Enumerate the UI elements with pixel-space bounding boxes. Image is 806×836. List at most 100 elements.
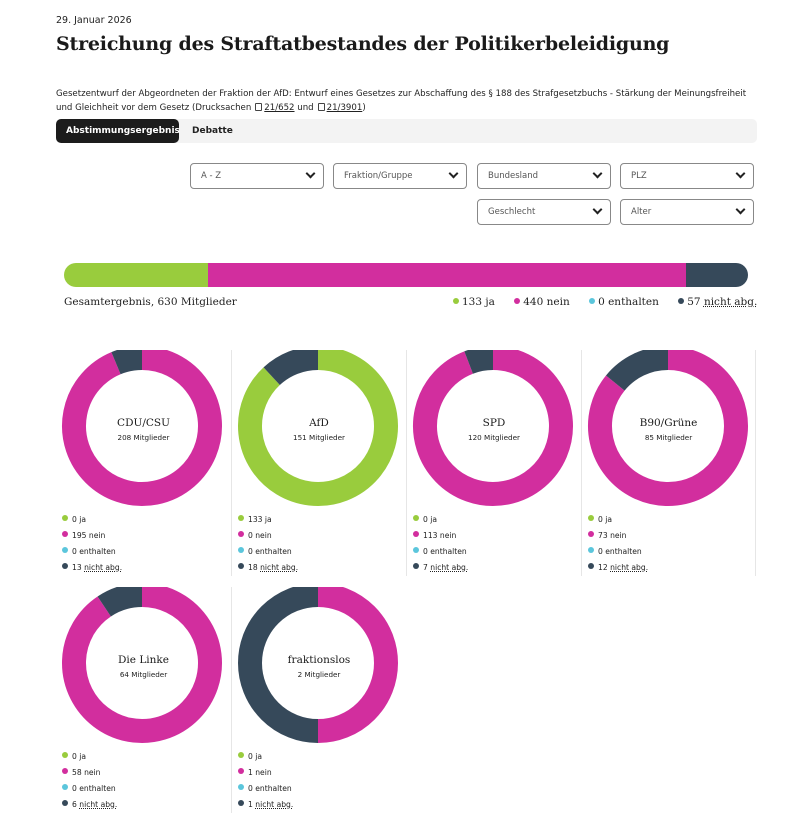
donut-segment-nicht-abg[interactable] xyxy=(605,350,669,392)
vote-date: 29. Januar 2026 xyxy=(56,15,132,26)
description-text: Gesetzentwurf der Abgeordneten der Frakt… xyxy=(56,89,747,113)
dot-enthalten xyxy=(588,547,594,553)
dot-nein xyxy=(238,531,244,537)
chevron-down-icon xyxy=(592,168,603,179)
dot-ja xyxy=(588,515,594,521)
legend-nicht-abg-num: 13 xyxy=(72,563,82,572)
fraktion-card: fraktionslos 2 Mitglieder 0 ja 1 nein 0 enth… xyxy=(231,587,406,813)
donut-segment-nein[interactable] xyxy=(317,587,398,743)
page-title: Streichung des Straftatbestandes der Pol… xyxy=(56,33,670,55)
donut-segment-nicht-abg[interactable] xyxy=(464,350,494,374)
legend-row-ja: 133 ja xyxy=(238,512,298,528)
dot-ja xyxy=(238,752,244,758)
legend-nein: 195 nein xyxy=(72,531,106,540)
donut-segment-nicht-abg[interactable] xyxy=(263,350,319,386)
fraktion-name: B90/Grüne xyxy=(639,417,698,429)
fraktion-card: SPD 120 Mitglieder 0 ja 113 nein 0 enthalten… xyxy=(406,350,581,576)
fraktion-legend: 0 ja 1 nein 0 enthalten 1 nicht abg. xyxy=(238,749,293,813)
legend-row-nein: 113 nein xyxy=(413,528,468,544)
legend-row-nicht-abg: 6 nicht abg. xyxy=(62,797,117,813)
geschlecht-select[interactable]: Geschlecht xyxy=(477,199,611,225)
dot-enthalten xyxy=(62,784,68,790)
sort-select-value: A - Z xyxy=(201,171,222,181)
dot-nicht-abg xyxy=(238,800,244,806)
description-close: ) xyxy=(362,102,366,113)
bar-segment-nein xyxy=(208,263,687,287)
donut-segment-ja[interactable] xyxy=(238,350,398,506)
legend-nicht-abg[interactable]: nicht abg. xyxy=(610,563,649,572)
legend-nicht-abg-num: 6 xyxy=(72,800,77,809)
donut-segment-nein[interactable] xyxy=(588,350,748,506)
legend-row-nicht-abg: 18 nicht abg. xyxy=(238,560,298,576)
total-legend: 133 ja 440 nein 0 enthalten 57 nicht abg… xyxy=(453,296,757,308)
plz-select[interactable]: PLZ xyxy=(620,163,754,189)
legend-row-nein: 1 nein xyxy=(238,765,293,781)
fraktion-select[interactable]: Fraktion/Gruppe xyxy=(333,163,467,189)
alter-select-value: Alter xyxy=(631,207,652,217)
fraktion-member-count: 208 Mitglieder xyxy=(117,433,170,442)
legend-nicht-abg[interactable]: nicht abg. xyxy=(255,800,294,809)
legend-nein: 58 nein xyxy=(72,768,101,777)
dot-nein xyxy=(62,531,68,537)
legend-row-enthalten: 0 enthalten xyxy=(238,544,298,560)
legend-nicht-abg[interactable]: nicht abg. xyxy=(260,563,299,572)
tab-debatte[interactable]: Debatte xyxy=(192,126,233,136)
fraktion-member-count: 2 Mitglieder xyxy=(297,670,341,679)
legend-nicht-abg[interactable]: nicht abg. xyxy=(84,563,123,572)
legend-row-nicht-abg: 13 nicht abg. xyxy=(62,560,122,576)
legend-row-nicht-abg: 12 nicht abg. xyxy=(588,560,648,576)
fraktion-legend: 0 ja 73 nein 0 enthalten 12 nicht abg. xyxy=(588,512,648,576)
fraktion-card: B90/Grüne 85 Mitglieder 0 ja 73 nein 0 entha… xyxy=(581,350,756,576)
donut-segment-nicht-abg[interactable] xyxy=(111,350,143,375)
legend-nicht-abg[interactable]: nicht abg. xyxy=(703,296,758,308)
legend-nicht-abg[interactable]: nicht abg. xyxy=(79,800,118,809)
fraktion-name: Die Linke xyxy=(118,654,169,666)
fraktion-donut-chart xyxy=(62,587,222,743)
drucksache-link-1[interactable]: 21/652 xyxy=(264,102,295,113)
legend-ja: 133 ja xyxy=(248,515,272,524)
legend-nein: 0 nein xyxy=(248,531,272,540)
dot-nicht-abg xyxy=(238,563,244,569)
fraktion-legend: 0 ja 195 nein 0 enthalten 13 nicht abg. xyxy=(62,512,122,576)
legend-enthalten: 0 enthalten xyxy=(423,547,467,556)
legend-nicht-abg-num: 12 xyxy=(598,563,608,572)
geschlecht-select-value: Geschlecht xyxy=(488,207,536,217)
legend-row-nicht-abg: 7 nicht abg. xyxy=(413,560,468,576)
drucksache-link-2[interactable]: 21/3901 xyxy=(326,102,363,113)
legend-row-ja: 0 ja xyxy=(413,512,468,528)
dot-ja xyxy=(238,515,244,521)
legend-row-ja: 0 ja xyxy=(62,749,117,765)
fraktion-donut-chart xyxy=(413,350,573,506)
fraktion-member-count: 151 Mitglieder xyxy=(293,433,345,442)
bundesland-select[interactable]: Bundesland xyxy=(477,163,611,189)
sort-select[interactable]: A - Z xyxy=(190,163,324,189)
dot-nein xyxy=(238,768,244,774)
legend-nicht-abg[interactable]: nicht abg. xyxy=(430,563,469,572)
donut-segment-nein[interactable] xyxy=(62,350,222,506)
legend-ja: 0 ja xyxy=(72,752,87,761)
dot-ja xyxy=(62,752,68,758)
donut-segment-nein[interactable] xyxy=(62,587,222,743)
dot-enthalten xyxy=(413,547,419,553)
chevron-down-icon xyxy=(448,168,459,179)
legend-nein: 73 nein xyxy=(598,531,627,540)
donut-segment-nicht-abg[interactable] xyxy=(97,587,143,617)
alter-select[interactable]: Alter xyxy=(620,199,754,225)
legend-enthalten: 0 enthalten xyxy=(248,784,292,793)
fraktion-member-count: 85 Mitglieder xyxy=(644,433,693,442)
legend-row-enthalten: 0 enthalten xyxy=(62,781,117,797)
dot-ja xyxy=(453,298,459,304)
donut-segment-nein[interactable] xyxy=(413,350,573,506)
tab-abstimmungsergebnis[interactable]: Abstimmungsergebnis xyxy=(56,119,180,143)
chevron-down-icon xyxy=(592,204,603,215)
legend-row-enthalten: 0 enthalten xyxy=(588,544,648,560)
legend-row-nein: 58 nein xyxy=(62,765,117,781)
dot-nicht-abg xyxy=(678,298,685,304)
legend-enthalten: 0 enthalten xyxy=(72,784,116,793)
total-label: Gesamtergebnis, 630 Mitglieder xyxy=(64,296,237,308)
legend-row-ja: 0 ja xyxy=(238,749,293,765)
legend-row-enthalten: 0 enthalten xyxy=(238,781,293,797)
donut-segment-nicht-abg[interactable] xyxy=(238,587,319,743)
fraktion-donut-chart xyxy=(238,587,398,743)
legend-nicht-abg-num: 18 xyxy=(248,563,258,572)
